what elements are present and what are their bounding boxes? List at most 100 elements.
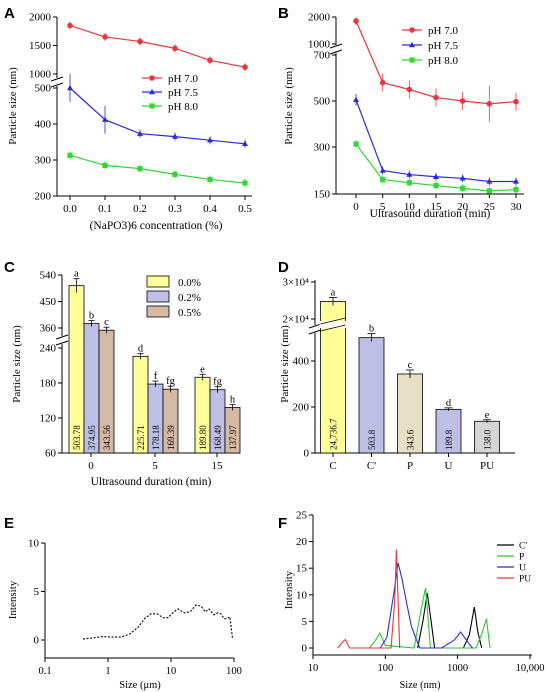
panel-label: F bbox=[278, 515, 287, 532]
x-axis-label: Ultrasound duration (min) bbox=[370, 208, 491, 220]
data-point bbox=[102, 162, 108, 168]
series-line bbox=[355, 99, 516, 183]
y-tick-label: 2000 bbox=[29, 12, 52, 24]
x-tick-label: C' bbox=[367, 460, 376, 472]
significance-letter: d bbox=[138, 343, 144, 354]
panel-label: A bbox=[4, 5, 15, 22]
x-tick-label: 10 bbox=[308, 663, 319, 674]
x-tick-label: 100 bbox=[226, 666, 242, 677]
significance-letter: f bbox=[154, 371, 158, 382]
y-tick-label: 5 bbox=[34, 586, 40, 598]
x-tick-label: 0.1 bbox=[98, 203, 112, 215]
y-tick-label: 540 bbox=[40, 270, 57, 282]
data-label: 374.95 bbox=[87, 425, 97, 450]
x-axis-label: Size (μm) bbox=[119, 680, 161, 691]
y-tick-label: 1000 bbox=[308, 39, 331, 51]
x-tick-label: 30 bbox=[511, 201, 523, 213]
legend-marker bbox=[149, 88, 155, 95]
data-label: 189.80 bbox=[198, 425, 208, 450]
bar-break-slash bbox=[320, 317, 346, 325]
data-point bbox=[513, 178, 519, 184]
significance-letter: d bbox=[446, 398, 452, 409]
chart-panel-a: A 200 300 400 500 1000 1500 2000 0.0 0.1 0.2 0.3 0.4… bbox=[4, 5, 252, 232]
significance-letter: b bbox=[369, 324, 374, 335]
bar-break-gap bbox=[319, 321, 347, 328]
y-tick-label: 200 bbox=[293, 402, 310, 414]
data-label: 343.6 bbox=[406, 429, 416, 450]
legend-label: 0.5% bbox=[178, 307, 201, 319]
data-point bbox=[513, 187, 519, 193]
data-point bbox=[67, 84, 73, 91]
y-tick-label: 3×10⁴ bbox=[282, 277, 309, 289]
data-label: 189.8 bbox=[444, 429, 454, 450]
y-axis-label: Particle size (nm) bbox=[7, 67, 19, 145]
x-tick-label: 0 bbox=[353, 201, 359, 213]
data-point bbox=[242, 180, 248, 186]
axis-break-slash bbox=[50, 82, 64, 88]
data-point bbox=[379, 79, 386, 86]
chart-panel-e: E 0 5 10 0.1 1 10 100 Intensity Size (μm) bbox=[4, 515, 242, 691]
y-axis-label: Particle size (nm) bbox=[283, 67, 295, 145]
data-point bbox=[459, 98, 466, 104]
y-tick-label: 500 bbox=[35, 83, 52, 95]
series-line bbox=[379, 562, 473, 649]
significance-letter: a bbox=[331, 287, 336, 298]
data-label: 138.0 bbox=[483, 429, 493, 450]
legend-label: pH 7.5 bbox=[168, 87, 198, 99]
x-tick-label: 0.1 bbox=[38, 666, 51, 677]
x-tick-label: 1000 bbox=[447, 663, 468, 674]
data-label: 343.56 bbox=[102, 425, 112, 450]
y-tick-label: 120 bbox=[40, 413, 57, 425]
legend-swatch bbox=[146, 305, 170, 318]
axis-break-gap bbox=[309, 325, 321, 333]
data-point bbox=[353, 96, 359, 103]
axis-break-slash bbox=[55, 340, 69, 346]
data-point bbox=[102, 116, 108, 122]
bar bbox=[397, 373, 423, 454]
data-point bbox=[406, 86, 413, 93]
x-tick-label: 10 bbox=[404, 201, 416, 213]
y-axis-label: Particle size (nm) bbox=[279, 325, 291, 403]
x-tick-label: 10 bbox=[166, 666, 177, 677]
y-axis-label: Intensity bbox=[283, 570, 295, 609]
data-label: 168.49 bbox=[213, 425, 223, 450]
data-label: 503.8 bbox=[367, 429, 377, 450]
axis-break-gap bbox=[330, 45, 342, 53]
data-label: 503.78 bbox=[72, 425, 82, 450]
x-tick-label: 0.0 bbox=[63, 203, 77, 215]
y-tick-label: 180 bbox=[40, 378, 57, 390]
x-tick-label: C bbox=[329, 460, 336, 472]
data-point bbox=[486, 188, 492, 194]
data-point bbox=[137, 130, 143, 136]
data-point bbox=[353, 141, 359, 147]
legend-label: pH 7.0 bbox=[428, 25, 458, 37]
panel-label: C bbox=[4, 259, 15, 276]
y-tick-label: 1000 bbox=[29, 69, 52, 81]
panel-label: E bbox=[4, 515, 14, 532]
data-point bbox=[353, 18, 359, 24]
series-line bbox=[82, 604, 234, 640]
data-point bbox=[486, 100, 493, 107]
x-tick-label: 5 bbox=[152, 460, 158, 472]
legend-marker bbox=[409, 27, 415, 33]
x-tick-label: 10,000 bbox=[516, 663, 545, 674]
y-tick-label: 240 bbox=[40, 343, 57, 355]
y-tick-label: 200 bbox=[35, 191, 52, 203]
y-tick-label: 2000 bbox=[308, 12, 331, 24]
significance-letter: e bbox=[200, 364, 205, 375]
series-line bbox=[69, 87, 246, 145]
data-point bbox=[137, 166, 143, 172]
legend-marker bbox=[149, 75, 155, 81]
y-tick-label: 20 bbox=[296, 536, 308, 548]
data-label: 137.97 bbox=[228, 425, 238, 450]
legend-label: U bbox=[519, 564, 526, 574]
legend-label: pH 7.0 bbox=[168, 73, 198, 85]
y-tick-label: 360 bbox=[40, 323, 57, 335]
data-point bbox=[67, 152, 73, 158]
y-tick-label: 700 bbox=[314, 50, 331, 62]
y-tick-label: 500 bbox=[314, 96, 331, 108]
x-tick-label: PU bbox=[480, 460, 494, 472]
y-axis-label: Particle size (nm) bbox=[11, 325, 23, 403]
